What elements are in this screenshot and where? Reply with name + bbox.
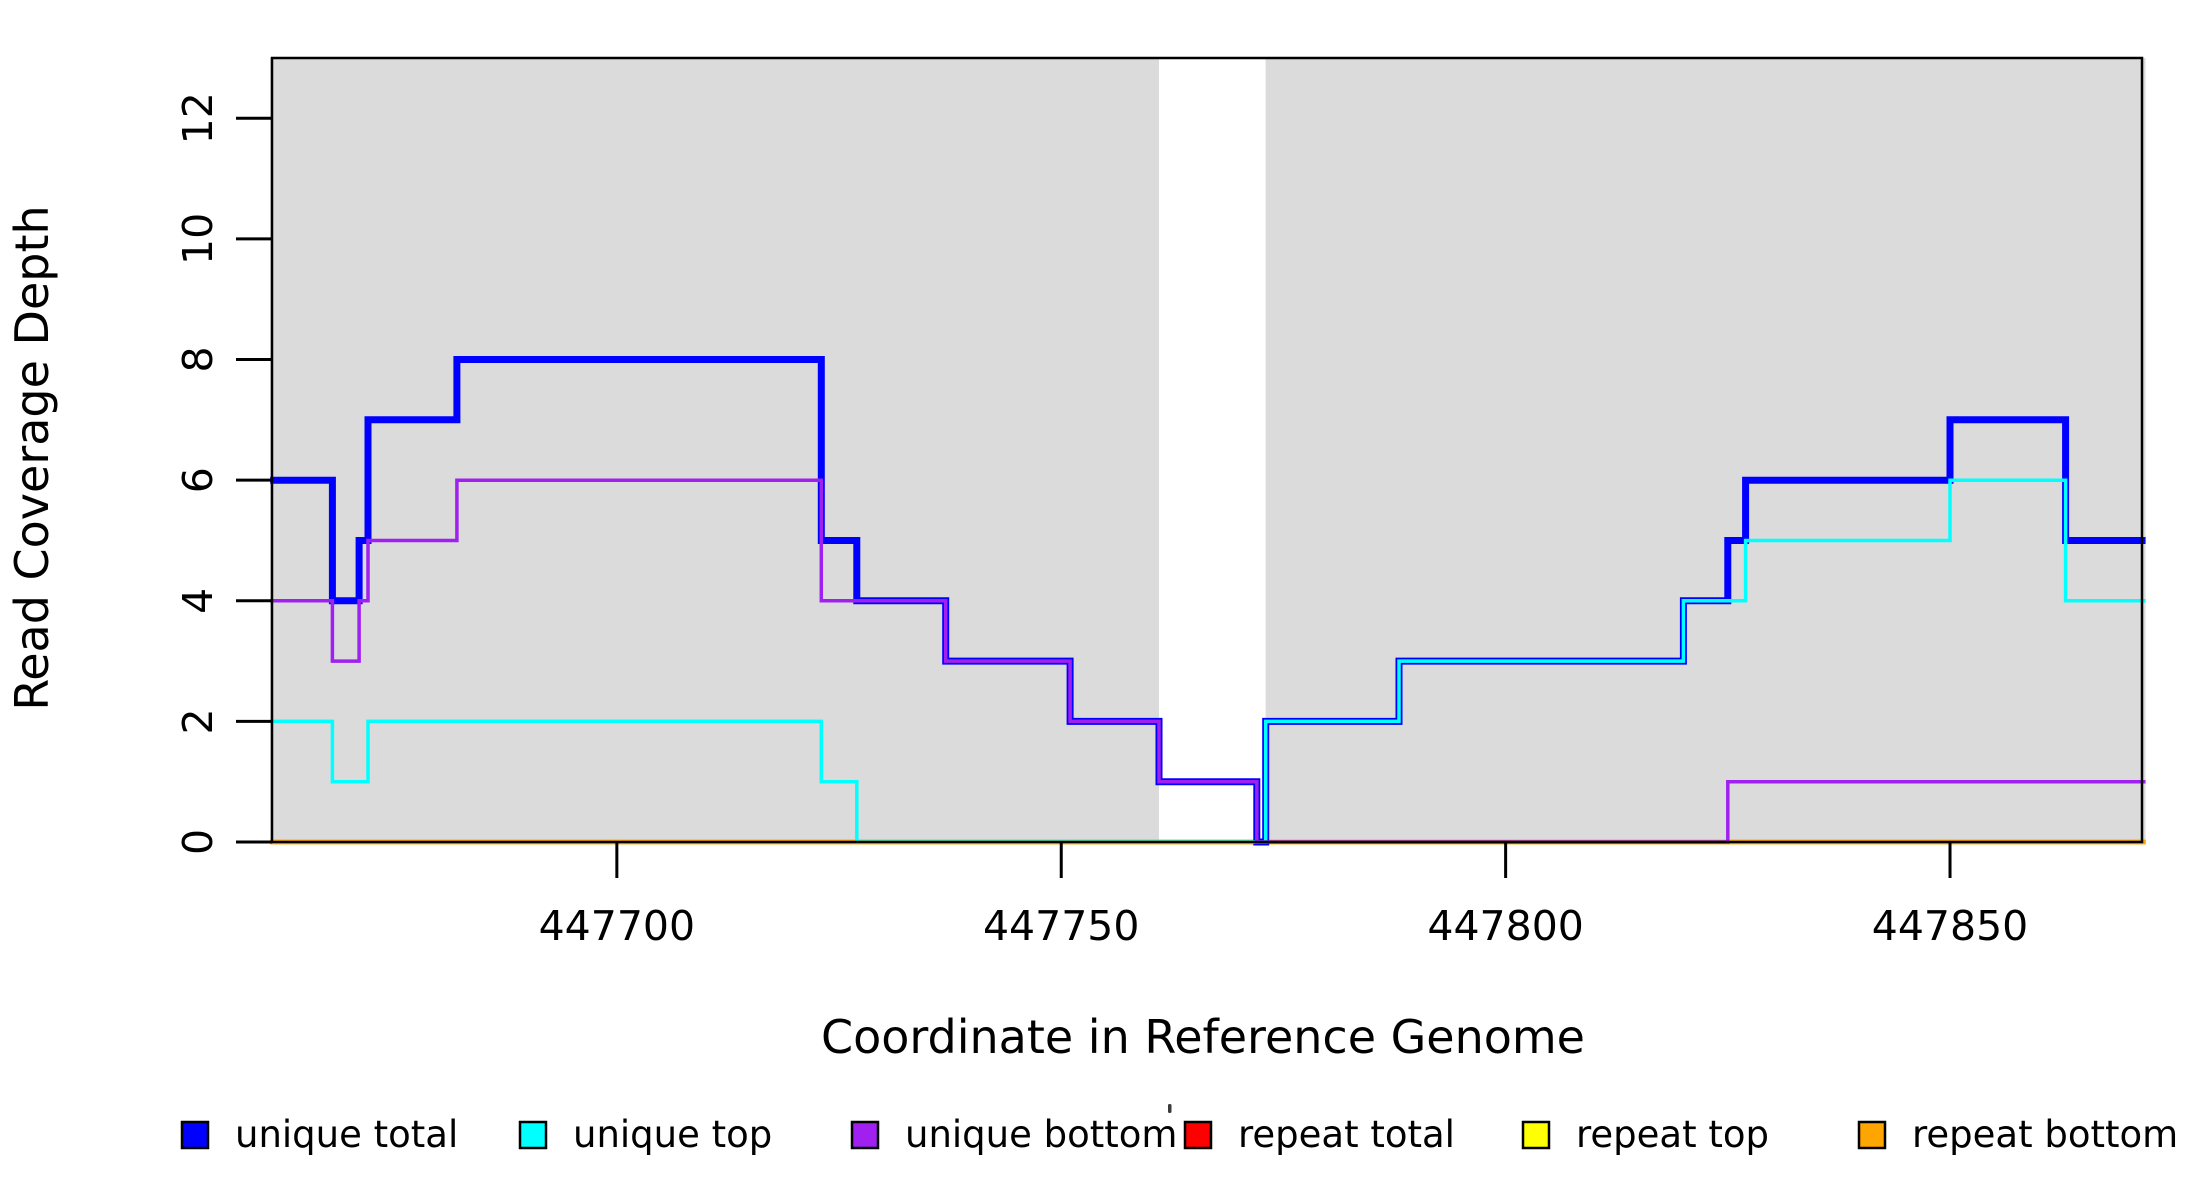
y-tick-label-2: 2 bbox=[174, 708, 222, 734]
series-line-unique-bottom bbox=[270, 478, 2146, 844]
x-tick-label-447750: 447750 bbox=[983, 902, 1140, 950]
legend: unique total unique top unique bottom repea… bbox=[180, 1113, 2178, 1156]
legend-item-unique-bottom: unique bottom bbox=[850, 1113, 1177, 1156]
shaded-regions bbox=[270, 58, 2146, 842]
x-tick-label-447700: 447700 bbox=[539, 902, 696, 950]
y-axis-title: Read Coverage Depth bbox=[5, 205, 59, 710]
y-tick-label-0: 0 bbox=[174, 829, 222, 855]
legend-label-unique-top: unique top bbox=[573, 1113, 772, 1156]
legend-item-repeat-bottom: repeat bottom bbox=[1857, 1113, 2178, 1156]
x-tick-label-447850: 447850 bbox=[1872, 902, 2029, 950]
legend-label-unique-total: unique total bbox=[235, 1113, 458, 1156]
covered-segment-right bbox=[1265, 58, 2146, 842]
legend-item-repeat-total: repeat total bbox=[1183, 1113, 1455, 1156]
covered-segment-left bbox=[270, 58, 1160, 842]
y-tick-label-6: 6 bbox=[174, 467, 222, 493]
legend-item-repeat-top: repeat top bbox=[1521, 1113, 1769, 1156]
legend-item-unique-top: unique top bbox=[518, 1113, 772, 1156]
y-tick-label-8: 8 bbox=[174, 346, 222, 372]
legend-item-unique-total: unique total bbox=[180, 1113, 458, 1156]
legend-label-repeat-total: repeat total bbox=[1238, 1113, 1455, 1156]
stray-mark bbox=[1168, 1104, 1172, 1113]
y-tick-label-4: 4 bbox=[174, 588, 222, 614]
legend-label-repeat-bottom: repeat bottom bbox=[1912, 1113, 2178, 1156]
annotations bbox=[1168, 1104, 1172, 1113]
x-tick-label-447800: 447800 bbox=[1427, 902, 1584, 950]
series-line-unique-top bbox=[270, 478, 2146, 844]
y-tick-label-10: 10 bbox=[174, 213, 222, 265]
plot-box bbox=[270, 56, 2144, 844]
x-axis-title: Coordinate in Reference Genome bbox=[821, 1010, 1585, 1064]
legend-swatch-repeat-total bbox=[1183, 1120, 1213, 1150]
plot-box-frame bbox=[270, 56, 2144, 844]
legend-swatch-unique-total bbox=[180, 1120, 210, 1150]
y-tick-label-12: 12 bbox=[174, 92, 222, 144]
legend-label-repeat-top: repeat top bbox=[1576, 1113, 1769, 1156]
axes: 447700 447750 447800 447850 0 2 4 6 8 10 12 bbox=[174, 92, 2028, 950]
legend-swatch-repeat-bottom bbox=[1857, 1120, 1887, 1150]
legend-swatch-repeat-top bbox=[1521, 1120, 1551, 1150]
legend-swatch-unique-top bbox=[518, 1120, 548, 1150]
legend-label-unique-bottom: unique bottom bbox=[905, 1113, 1177, 1156]
legend-swatch-unique-bottom bbox=[850, 1120, 880, 1150]
